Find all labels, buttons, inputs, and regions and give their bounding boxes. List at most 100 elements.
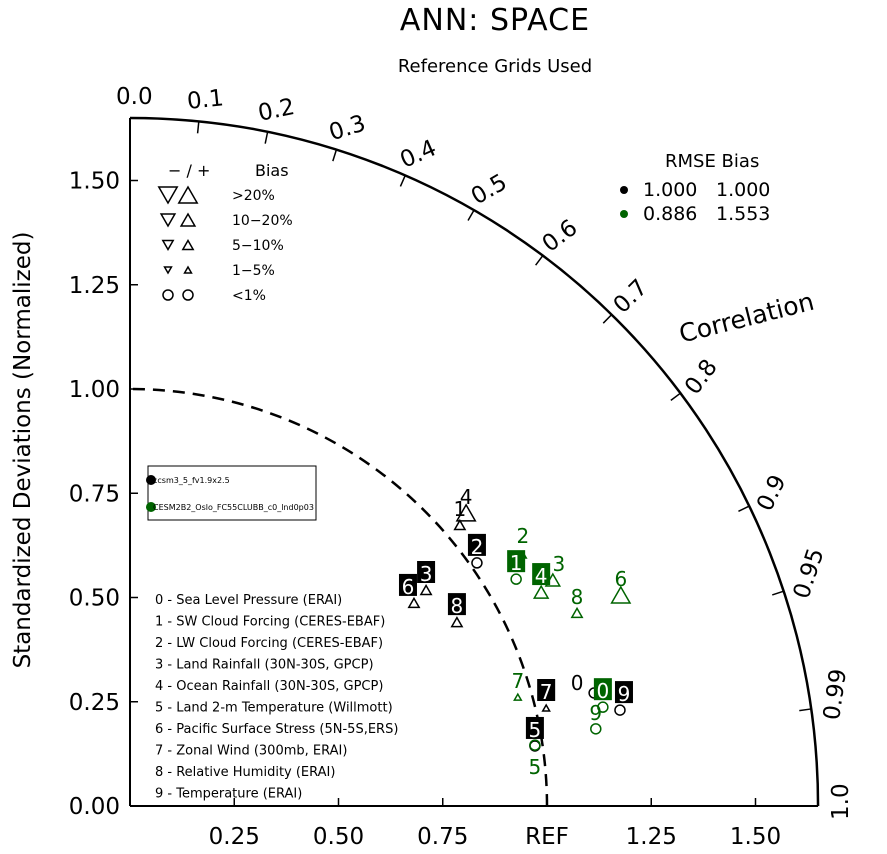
data-point-triangle: [453, 518, 467, 531]
chart-subtitle: Reference Grids Used: [398, 56, 592, 77]
data-point-circle: [597, 701, 609, 713]
data-label-box: [447, 593, 466, 616]
variable-legend-item: 3 - Land Rainfall (30N-30S, GPCP): [155, 658, 374, 673]
correlation-axis-label: Correlation: [676, 287, 817, 349]
bias-up-triangle-icon: [183, 265, 193, 274]
data-point-label: 5: [529, 718, 542, 742]
legend-group: − / + Bias >20% 10−20% 5−10% 1−5% <1% RMSE Bias…: [146, 151, 770, 802]
data-point-triangle: [450, 616, 464, 628]
data-point-label: 2: [471, 535, 484, 559]
data-point-circle: [510, 573, 522, 585]
data-point-label: 4: [535, 564, 548, 588]
bias-legend-label: 1−5%: [232, 263, 275, 279]
variable-legend-item: 8 - Relative Humidity (ERAI): [155, 765, 335, 780]
correlation-tick: [772, 590, 784, 596]
correlation-tick-label: 0.2: [256, 94, 297, 127]
bias-down-triangle-icon: [163, 266, 173, 275]
bias-legend-signs: − / +: [168, 161, 210, 180]
variable-legend-item: 4 - Ocean Rainfall (30N-30S, GPCP): [155, 679, 383, 694]
correlation-arc: [129, 116, 820, 807]
data-point-label: 0: [597, 679, 610, 703]
correlation-tick: [535, 255, 544, 266]
data-point-triangle: [407, 596, 421, 609]
stats-rmse: 0.886: [643, 203, 697, 225]
x-tick-label: 0.75: [417, 824, 468, 850]
correlation-tick-label: 0.0: [116, 84, 153, 110]
case-dot-icon: [146, 475, 156, 485]
bias-down-triangle-icon: [159, 213, 177, 228]
stats-bias: 1.553: [716, 203, 770, 225]
data-point-label: 8: [571, 585, 584, 609]
data-label-box: [614, 681, 633, 704]
stats-rmse: 1.000: [643, 179, 697, 201]
bias-down-triangle-icon: [161, 239, 175, 252]
variable-legend-item: 2 - LW Cloud Forcing (CERES-EBAF): [155, 636, 383, 651]
bias-circle-icon: [182, 289, 194, 301]
correlation-tick-label: 1.0: [828, 783, 854, 820]
data-point-triangle: [610, 585, 632, 604]
data-point-label: 9: [589, 701, 602, 725]
y-tick-label: 1.00: [69, 377, 120, 403]
correlation-tick: [399, 175, 406, 187]
variable-legend-item: 0 - Sea Level Pressure (ERAI): [155, 593, 342, 608]
bias-circle-icon: [162, 289, 174, 301]
y-tick-label: 1.50: [69, 169, 120, 195]
data-point-circle: [471, 557, 483, 569]
data-label-box: [417, 560, 436, 583]
y-tick-label: 0.75: [69, 481, 120, 507]
correlation-tick-label: 0.8: [680, 355, 723, 400]
data-label-box: [398, 573, 417, 596]
y-tick-label: 0.50: [69, 586, 120, 612]
bias-legend-label: 5−10%: [232, 238, 284, 254]
data-point-triangle: [570, 606, 584, 619]
data-point-label: 6: [614, 567, 627, 591]
bias-up-triangle-icon: [181, 238, 195, 251]
correlation-tick: [738, 505, 750, 512]
data-point-label: 3: [552, 552, 565, 576]
data-label-box: [537, 679, 556, 702]
correlation-tick-label: 0.3: [326, 110, 369, 146]
data-point-label: 5: [529, 755, 542, 779]
y-tick-label: 1.25: [69, 273, 120, 299]
correlation-tick-label: 0.7: [609, 275, 653, 319]
correlation-tick: [264, 131, 269, 144]
case-dot-icon: [620, 210, 628, 218]
x-tick-label: 0.50: [313, 824, 364, 850]
x-tick-label: REF: [525, 824, 569, 850]
case-name: ccsm3_5_fv1.9x2.5: [153, 476, 230, 485]
bias-up-triangle-icon: [177, 185, 199, 204]
variable-legend-item: 9 - Temperature (ERAI): [155, 787, 302, 802]
variable-legend-item: 6 - Pacific Surface Stress (5N-5S,ERS): [155, 722, 398, 737]
bias-up-triangle-icon: [179, 212, 197, 227]
data-point-label: 8: [451, 594, 464, 618]
data-point-label: 2: [516, 524, 529, 548]
chart-title: ANN: SPACE: [400, 3, 590, 38]
correlation-tick: [670, 392, 681, 401]
data-point-triangle: [419, 583, 433, 596]
data-point-triangle: [513, 692, 523, 701]
data-point-triangle: [541, 703, 551, 712]
variable-legend-item: 7 - Zonal Wind (300mb, ERAI): [155, 744, 347, 759]
correlation-tick: [467, 209, 475, 221]
data-label-box: [525, 716, 544, 739]
case-dot-icon: [620, 186, 628, 194]
case-legend-box: [147, 465, 317, 521]
data-point-triangle: [455, 503, 477, 522]
variable-legend-item: 5 - Land 2-m Temperature (Willmott): [155, 701, 393, 716]
correlation-tick-label: 0.4: [396, 135, 440, 173]
data-point-label: 7: [540, 680, 553, 704]
y-tick-label: 0.00: [69, 794, 120, 820]
correlation-tick-label: 0.99: [819, 667, 852, 721]
data-point-label: 0: [571, 671, 584, 695]
bias-legend-label: <1%: [232, 288, 266, 304]
correlation-tick: [196, 121, 200, 134]
stats-legend-header: RMSE Bias: [665, 151, 759, 172]
x-tick-label: 0.25: [209, 824, 260, 850]
data-point-label: 6: [402, 575, 415, 599]
bias-legend-label: >20%: [232, 188, 275, 204]
bias-down-triangle-icon: [157, 186, 179, 205]
data-point-label: 7: [511, 669, 524, 693]
case-dot-icon: [146, 502, 156, 512]
data-point-circle: [614, 704, 626, 716]
